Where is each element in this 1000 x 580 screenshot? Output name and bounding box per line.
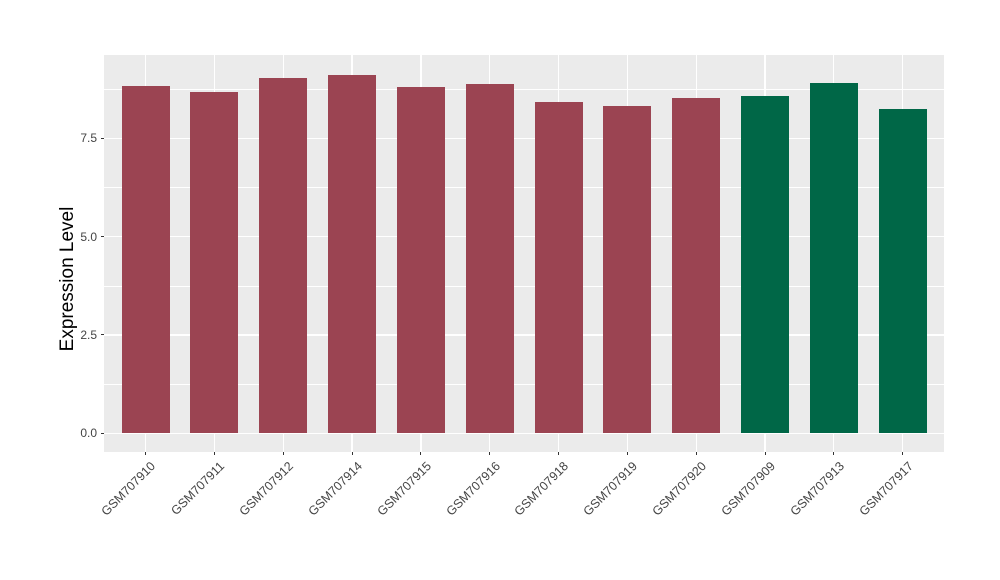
- x-tick-mark: [420, 451, 422, 456]
- x-tick-mark: [213, 451, 215, 456]
- bar-GSM707911: [190, 91, 239, 434]
- bar-GSM707914: [328, 74, 377, 434]
- y-major-gridline: [104, 235, 944, 238]
- x-tick-label-GSM707912: GSM707912: [236, 459, 297, 519]
- x-tick-label-GSM707920: GSM707920: [649, 459, 710, 519]
- bar-GSM707915: [396, 86, 445, 434]
- y-tick-label: 2.5: [80, 327, 97, 342]
- x-tick-mark: [902, 451, 904, 456]
- bar-GSM707918: [534, 101, 583, 434]
- bar-GSM707920: [672, 98, 721, 434]
- x-tick-mark: [626, 451, 628, 456]
- y-tick-mark: [100, 432, 105, 434]
- x-tick-label-GSM707915: GSM707915: [374, 459, 434, 519]
- bar-GSM707919: [603, 105, 652, 434]
- x-tick-label-GSM707919: GSM707919: [580, 459, 641, 519]
- y-tick-label: 5.0: [80, 229, 97, 244]
- bar-GSM707916: [465, 84, 514, 434]
- x-tick-mark: [764, 451, 766, 456]
- x-tick-mark: [282, 451, 284, 456]
- plot-panel: [104, 55, 944, 452]
- x-tick-mark: [558, 451, 560, 456]
- x-tick-label-GSM707909: GSM707909: [718, 459, 778, 519]
- x-tick-label-GSM707916: GSM707916: [443, 459, 503, 519]
- y-major-gridline: [104, 137, 944, 140]
- x-tick-label-GSM707918: GSM707918: [511, 459, 572, 519]
- y-tick-mark: [100, 137, 105, 139]
- x-tick-mark: [489, 451, 491, 456]
- y-minor-gridline: [104, 89, 944, 90]
- y-tick-mark: [100, 236, 105, 238]
- y-tick-label: 0.0: [80, 426, 97, 441]
- x-tick-label-GSM707910: GSM707910: [98, 459, 159, 519]
- bar-GSM707910: [121, 85, 170, 434]
- y-minor-gridline: [104, 384, 944, 385]
- x-tick-label-GSM707917: GSM707917: [856, 459, 916, 519]
- bar-GSM707913: [809, 82, 858, 434]
- y-tick-mark: [100, 334, 105, 336]
- x-tick-label-GSM707914: GSM707914: [305, 459, 365, 519]
- y-minor-gridline: [104, 285, 944, 287]
- x-tick-label-GSM707911: GSM707911: [168, 459, 228, 518]
- bar-GSM707917: [878, 109, 927, 434]
- y-minor-gridline: [104, 187, 944, 189]
- x-tick-mark: [833, 451, 835, 456]
- bar-GSM707912: [259, 77, 308, 434]
- x-tick-label-GSM707913: GSM707913: [787, 459, 847, 519]
- y-tick-label: 7.5: [80, 131, 97, 146]
- x-tick-mark: [351, 451, 353, 456]
- x-tick-mark: [695, 451, 697, 456]
- bar-GSM707909: [741, 95, 790, 434]
- y-major-gridline: [104, 334, 944, 336]
- y-major-gridline: [104, 432, 944, 434]
- x-tick-mark: [145, 451, 147, 456]
